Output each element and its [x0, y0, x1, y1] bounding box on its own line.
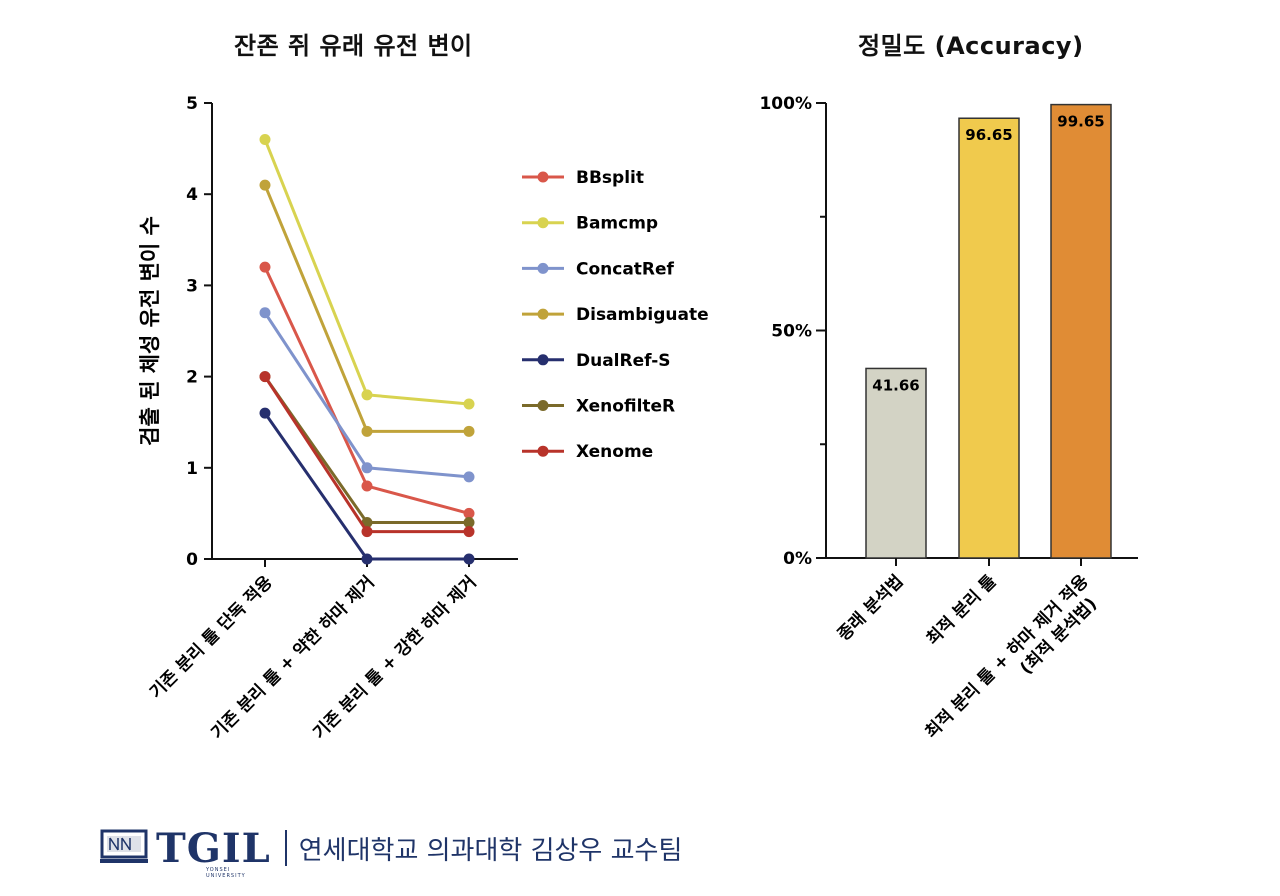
bar-value-label: 99.65 — [1057, 113, 1104, 131]
data-point — [361, 526, 373, 538]
data-point — [463, 471, 475, 483]
data-point — [259, 307, 271, 319]
legend-swatch-marker — [537, 171, 549, 183]
data-point — [259, 133, 271, 145]
x-tick-label: 기존 분리 툴 + 약한 하마 제거 — [207, 572, 379, 744]
bar — [958, 117, 1020, 559]
tgil-logo-subtext: YONSEI UNIVERSITY — [206, 866, 246, 879]
bar-value-label: 41.66 — [872, 376, 919, 394]
tgil-logo-icon — [100, 829, 148, 863]
legend-label: Disambiguate — [576, 305, 709, 325]
y-tick-label: 100% — [759, 94, 812, 114]
legend-swatch-marker — [537, 308, 549, 320]
legend-swatch-marker — [537, 400, 549, 411]
data-point — [259, 261, 271, 273]
legend-swatch-marker — [537, 217, 549, 229]
y-tick-label: 0 — [186, 550, 198, 570]
data-point — [463, 507, 475, 519]
data-point — [361, 553, 373, 565]
y-tick-label: 0% — [783, 549, 812, 569]
data-point — [361, 480, 373, 492]
data-point — [463, 398, 475, 410]
y-axis-label: 검출 된 체성 유전 변이 수 — [138, 216, 162, 446]
line-chart-title: 잔존 쥐 유래 유전 변이 — [234, 32, 473, 60]
data-point — [259, 371, 271, 383]
data-point — [259, 179, 271, 191]
series-line — [263, 138, 470, 406]
legend-label: XenofilteR — [576, 397, 675, 417]
legend-label: BBsplit — [576, 168, 644, 188]
data-point — [259, 407, 271, 419]
legend-label: Bamcmp — [576, 214, 658, 234]
y-tick-label: 2 — [186, 368, 198, 388]
data-point — [463, 425, 475, 437]
y-tick-label: 5 — [186, 94, 198, 114]
footer: TGIL YONSEI UNIVERSITY 연세대학교 의과대학 김상우 교수… — [100, 822, 683, 879]
y-tick-label: 50% — [771, 322, 812, 342]
x-tick-label: 최적 분리 툴 + 하마 제거 적용(최적 분석법) — [922, 571, 1109, 758]
tgil-logo-text: TGIL — [156, 824, 271, 872]
y-tick-label: 3 — [186, 276, 198, 296]
data-point — [361, 389, 373, 401]
footer-divider — [284, 830, 287, 866]
y-tick-label: 1 — [186, 459, 198, 479]
data-point — [361, 462, 373, 474]
bar — [1050, 103, 1112, 559]
legend-label: Xenome — [576, 442, 653, 462]
footer-credit: 연세대학교 의과대학 김상우 교수팀 — [298, 835, 683, 866]
legend-swatch-marker — [537, 354, 549, 366]
data-point — [463, 526, 475, 538]
legend-swatch-marker — [537, 262, 549, 274]
legend-swatch-marker — [537, 445, 549, 457]
x-tick-label: 최적 분리 툴 — [923, 571, 1001, 649]
bar-chart-title: 정밀도 (Accuracy) — [858, 32, 1084, 60]
data-point — [463, 553, 475, 565]
data-point — [463, 517, 475, 529]
legend-label: ConcatRef — [576, 259, 675, 279]
bar-chart: 0% 50% 100% 41.66 96.65 99.65 종래 분석법 최적 분리 툴최적 … — [759, 94, 1138, 758]
y-tick-label: 4 — [186, 185, 198, 205]
bar-value-label: 96.65 — [965, 126, 1012, 144]
bar — [865, 367, 927, 559]
x-tick-label: 기존 분리 툴 + 강한 하마 제거 — [310, 572, 481, 743]
legend-label: DualRef-S — [576, 351, 671, 371]
data-point — [361, 425, 373, 437]
x-tick-label: 종래 분석법 — [834, 571, 908, 645]
